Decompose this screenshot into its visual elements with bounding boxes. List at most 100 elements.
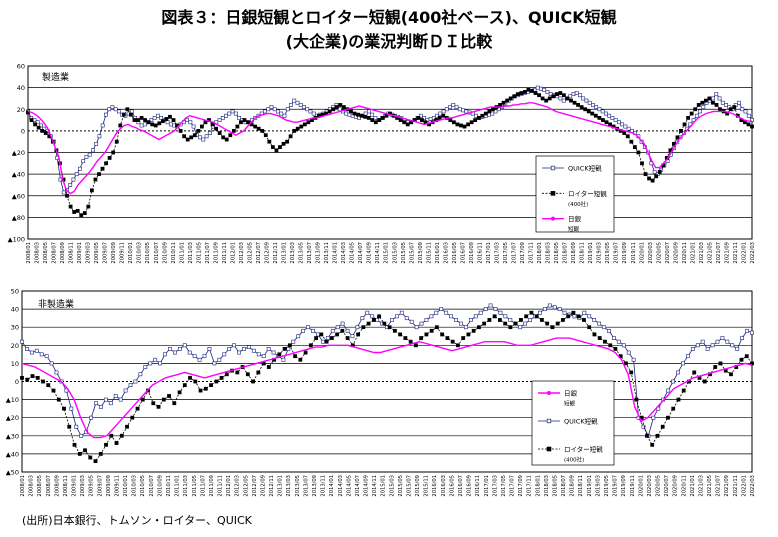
series-point: [200, 124, 204, 129]
series-point: [143, 365, 148, 369]
series-point: [251, 379, 255, 384]
series-point: [515, 92, 520, 97]
series-point: [608, 122, 612, 127]
x-tick-label: 2014/07: [358, 242, 364, 264]
series-point: [168, 114, 172, 119]
series-point: [251, 348, 256, 353]
series-point: [493, 109, 498, 114]
series-point: [705, 347, 710, 351]
x-tick-label: 2012/03: [235, 475, 241, 497]
series-point: [444, 107, 449, 112]
series-point: [643, 172, 648, 177]
series-point: [710, 343, 715, 348]
series-point: [302, 122, 307, 127]
series-point: [97, 134, 102, 139]
series-point: [235, 370, 240, 375]
legend-label: (400社): [564, 456, 584, 464]
series-point: [156, 404, 161, 409]
series-point: [292, 128, 297, 133]
series-point: [717, 96, 722, 101]
x-tick-label: 2008/03: [35, 242, 41, 264]
series-point: [161, 397, 166, 402]
legend-label: 日銀: [568, 214, 582, 223]
series-point: [212, 361, 217, 366]
series-point: [610, 116, 615, 120]
x-tick-label: 2014/09: [364, 475, 370, 497]
series-point: [660, 424, 665, 429]
series-point: [233, 111, 238, 116]
series-point: [239, 120, 243, 125]
series-point: [419, 336, 424, 340]
series-point: [540, 96, 545, 101]
series-point: [492, 314, 497, 319]
series-point: [192, 133, 197, 138]
series-point: [682, 122, 687, 127]
series-point: [477, 325, 481, 330]
series-point: [444, 310, 449, 315]
y-tick-label: 0: [15, 378, 19, 386]
series-point: [424, 332, 429, 337]
series-point: [483, 111, 488, 116]
series-point: [256, 370, 261, 375]
series-point: [277, 352, 282, 357]
series-point: [237, 116, 241, 120]
series-point: [306, 325, 310, 330]
x-tick-label: 2015/11: [424, 475, 430, 497]
series-point: [291, 339, 296, 344]
x-tick-label: 2012/07: [252, 475, 258, 497]
x-tick-label: 2018/05: [552, 475, 558, 497]
series-point: [356, 112, 360, 117]
x-tick-label: 2012/01: [226, 475, 232, 497]
series-point: [196, 128, 201, 133]
series-point: [130, 415, 135, 420]
series-point: [474, 113, 478, 118]
x-tick-label: 2022/03: [750, 475, 756, 497]
series-point: [168, 347, 172, 351]
series-point: [292, 98, 297, 103]
x-tick-label: 2021/05: [707, 475, 713, 497]
series-point: [571, 310, 576, 315]
series-point: [652, 170, 657, 174]
x-tick-label: 2022/03: [750, 242, 756, 264]
x-tick-label: 2011/03: [188, 242, 194, 264]
series-point: [601, 118, 605, 122]
series-point: [714, 103, 719, 107]
series-point: [149, 118, 154, 122]
series-point: [587, 100, 592, 105]
series-reuters: [26, 87, 754, 218]
x-tick-label: 2019/03: [597, 242, 603, 264]
x-tick-label: 2018/01: [535, 475, 541, 497]
x-tick-label: 2013/11: [321, 475, 327, 497]
series-point: [295, 126, 300, 131]
x-tick-label: 2012/11: [269, 475, 275, 497]
x-tick-label: 2008/03: [29, 475, 35, 497]
x-tick-label: 2016/05: [452, 242, 458, 264]
series-point: [469, 120, 474, 125]
series-point: [94, 401, 98, 406]
series-point: [737, 100, 741, 105]
series-point: [202, 354, 207, 359]
x-tick-label: 2008/07: [46, 475, 52, 497]
series-point: [29, 118, 34, 122]
series-point: [404, 316, 409, 321]
series-point: [331, 107, 336, 112]
series-point: [686, 116, 691, 120]
series-point: [604, 111, 608, 116]
series-point: [308, 343, 313, 348]
x-tick-label: 2013/07: [307, 242, 313, 264]
series-point: [185, 118, 189, 122]
series-point: [572, 314, 577, 319]
legend-marker: [550, 191, 556, 196]
series-point: [434, 310, 439, 315]
series-point: [451, 120, 456, 125]
series-point: [182, 343, 187, 348]
series-point: [724, 103, 728, 107]
x-tick-label: 2020/05: [656, 475, 662, 497]
series-point: [82, 211, 87, 215]
series-point: [246, 120, 250, 125]
series-point: [89, 415, 93, 420]
legend-marker: [546, 418, 552, 424]
series-point: [303, 350, 308, 355]
series-point: [501, 100, 506, 105]
series-point: [75, 208, 80, 213]
